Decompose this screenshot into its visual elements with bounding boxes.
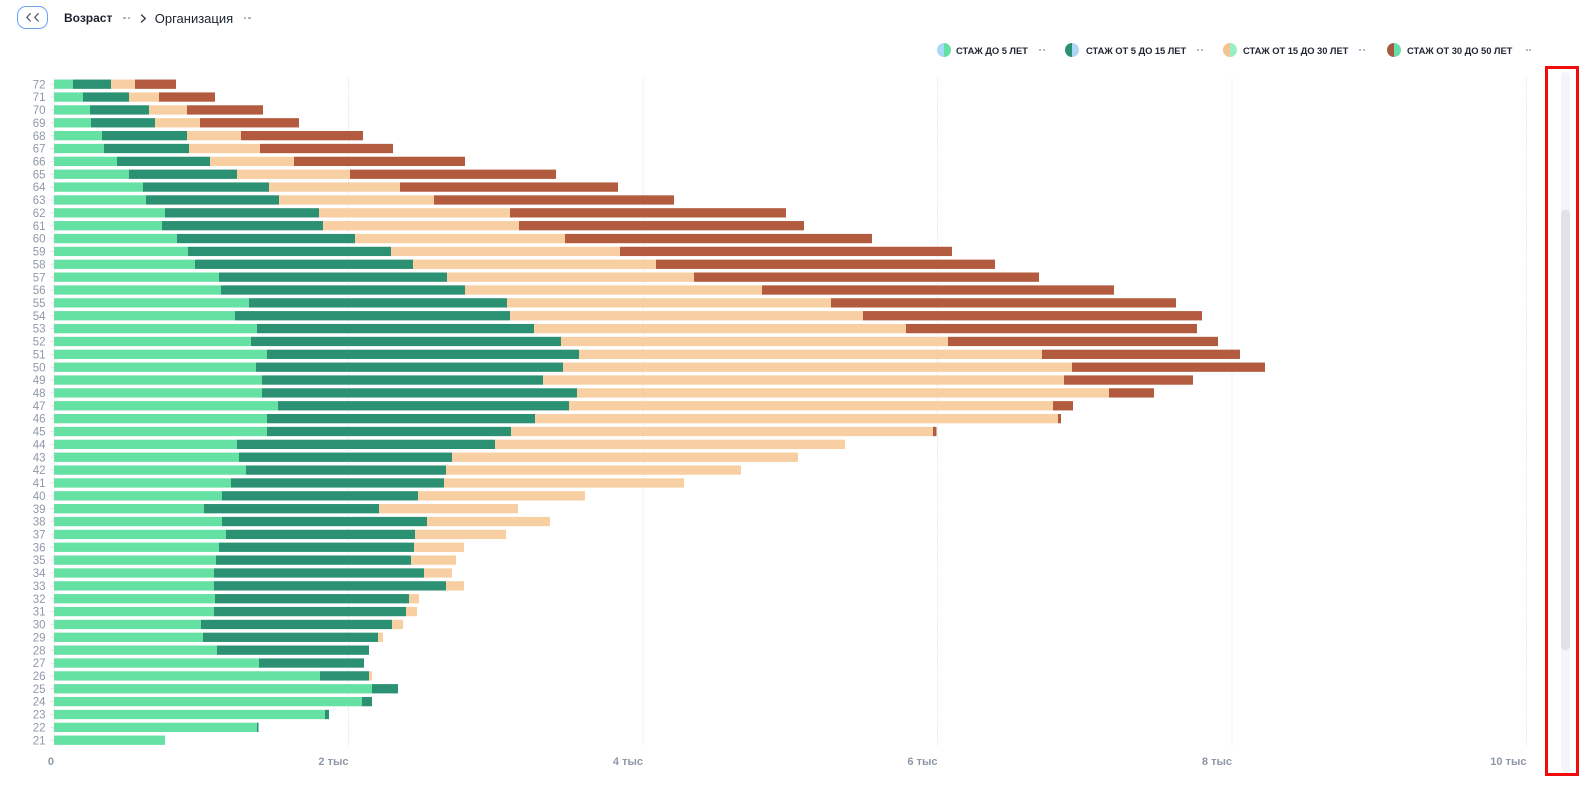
- svg-text:51: 51: [33, 349, 46, 361]
- svg-text:8 тыс: 8 тыс: [1202, 756, 1232, 768]
- svg-text:37: 37: [33, 530, 46, 542]
- svg-text:21: 21: [33, 735, 46, 747]
- svg-text:43: 43: [33, 452, 46, 464]
- svg-text:46: 46: [33, 414, 46, 426]
- svg-text:30: 30: [33, 620, 46, 632]
- svg-text:41: 41: [33, 478, 46, 490]
- svg-text:23: 23: [33, 710, 46, 722]
- svg-text:22: 22: [33, 722, 46, 734]
- svg-text:52: 52: [33, 337, 46, 349]
- svg-text:55: 55: [33, 298, 46, 310]
- svg-text:67: 67: [33, 144, 46, 156]
- svg-text:54: 54: [33, 311, 46, 323]
- svg-text:25: 25: [33, 684, 46, 696]
- svg-text:59: 59: [33, 247, 46, 259]
- svg-text:4 тыс: 4 тыс: [613, 756, 643, 768]
- svg-text:48: 48: [33, 388, 46, 400]
- svg-text:27: 27: [33, 658, 46, 670]
- svg-text:60: 60: [33, 234, 46, 246]
- svg-text:50: 50: [33, 362, 46, 374]
- svg-text:49: 49: [33, 375, 46, 387]
- svg-text:56: 56: [33, 285, 46, 297]
- svg-text:58: 58: [33, 259, 46, 271]
- svg-text:62: 62: [33, 208, 46, 220]
- svg-text:63: 63: [33, 195, 46, 207]
- svg-text:35: 35: [33, 555, 46, 567]
- svg-text:44: 44: [33, 439, 46, 451]
- svg-text:38: 38: [33, 517, 46, 529]
- svg-text:10 тыс: 10 тыс: [1490, 756, 1526, 768]
- svg-text:40: 40: [33, 491, 46, 503]
- svg-text:71: 71: [33, 92, 46, 104]
- svg-text:72: 72: [33, 79, 46, 91]
- svg-text:36: 36: [33, 542, 46, 554]
- svg-text:0: 0: [48, 756, 54, 768]
- svg-text:70: 70: [33, 105, 46, 117]
- svg-text:47: 47: [33, 401, 46, 413]
- svg-text:39: 39: [33, 504, 46, 516]
- svg-text:64: 64: [33, 182, 46, 194]
- svg-text:65: 65: [33, 169, 46, 181]
- svg-text:29: 29: [33, 632, 46, 644]
- svg-text:24: 24: [33, 697, 46, 709]
- svg-text:66: 66: [33, 156, 46, 168]
- svg-text:34: 34: [33, 568, 46, 580]
- svg-text:33: 33: [33, 581, 46, 593]
- svg-text:45: 45: [33, 427, 46, 439]
- svg-text:61: 61: [33, 221, 46, 233]
- svg-text:42: 42: [33, 465, 46, 477]
- svg-text:53: 53: [33, 324, 46, 336]
- svg-text:2 тыс: 2 тыс: [318, 756, 348, 768]
- svg-text:57: 57: [33, 272, 46, 284]
- svg-text:32: 32: [33, 594, 46, 606]
- svg-text:68: 68: [33, 131, 46, 143]
- svg-text:26: 26: [33, 671, 46, 683]
- svg-text:31: 31: [33, 607, 46, 619]
- svg-text:28: 28: [33, 645, 46, 657]
- svg-text:69: 69: [33, 118, 46, 130]
- svg-text:6 тыс: 6 тыс: [907, 756, 937, 768]
